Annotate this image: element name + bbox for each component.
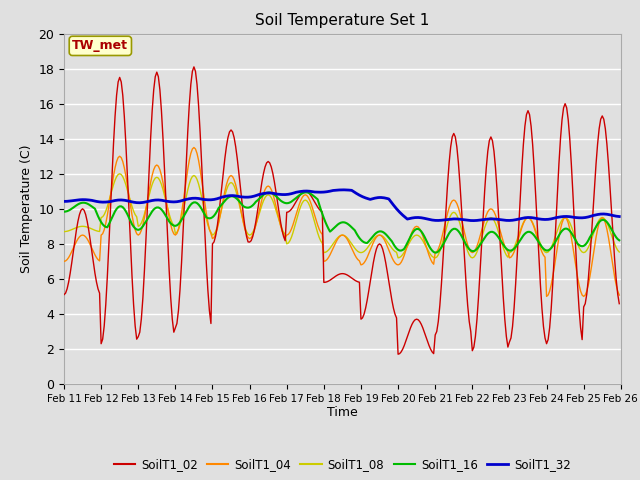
SoilT1_02	[227, 127, 235, 133]
SoilT1_04	[190, 144, 198, 150]
SoilT1_04	[616, 292, 623, 298]
SoilT1_32	[339, 187, 346, 193]
SoilT1_04	[227, 173, 235, 179]
SoilT1_32	[588, 213, 595, 219]
Line: SoilT1_04: SoilT1_04	[64, 147, 620, 296]
SoilT1_04	[246, 236, 253, 241]
Y-axis label: Soil Temperature (C): Soil Temperature (C)	[20, 144, 33, 273]
SoilT1_16	[226, 194, 234, 200]
SoilT1_32	[253, 192, 261, 198]
SoilT1_02	[394, 351, 402, 357]
SoilT1_16	[431, 250, 439, 255]
SoilT1_08	[130, 208, 138, 214]
Line: SoilT1_32: SoilT1_32	[64, 190, 620, 221]
SoilT1_04	[305, 194, 312, 200]
SoilT1_16	[301, 190, 309, 195]
SoilT1_08	[227, 180, 235, 185]
SoilT1_04	[128, 213, 136, 218]
SoilT1_16	[253, 198, 261, 204]
SoilT1_08	[60, 228, 68, 234]
Line: SoilT1_08: SoilT1_08	[64, 174, 620, 258]
SoilT1_02	[128, 274, 136, 280]
SoilT1_32	[303, 188, 310, 194]
Line: SoilT1_02: SoilT1_02	[64, 67, 620, 354]
SoilT1_08	[616, 249, 623, 255]
SoilT1_04	[543, 293, 550, 300]
Line: SoilT1_16: SoilT1_16	[64, 192, 620, 252]
Text: TW_met: TW_met	[72, 39, 129, 52]
SoilT1_16	[60, 209, 68, 215]
Legend: SoilT1_02, SoilT1_04, SoilT1_08, SoilT1_16, SoilT1_32: SoilT1_02, SoilT1_04, SoilT1_08, SoilT1_…	[109, 454, 576, 476]
Title: Soil Temperature Set 1: Soil Temperature Set 1	[255, 13, 429, 28]
SoilT1_02	[305, 190, 312, 195]
SoilT1_08	[394, 255, 402, 261]
SoilT1_04	[60, 258, 68, 264]
SoilT1_04	[588, 264, 595, 270]
SoilT1_16	[244, 205, 252, 211]
SoilT1_32	[60, 199, 68, 204]
SoilT1_02	[190, 64, 198, 70]
SoilT1_02	[616, 301, 623, 307]
SoilT1_02	[246, 239, 253, 245]
SoilT1_02	[60, 292, 68, 298]
SoilT1_04	[255, 209, 263, 215]
SoilT1_32	[244, 194, 252, 200]
SoilT1_16	[128, 221, 136, 227]
SoilT1_08	[588, 237, 595, 242]
SoilT1_08	[116, 171, 124, 177]
SoilT1_32	[616, 214, 623, 219]
SoilT1_08	[305, 200, 312, 206]
X-axis label: Time: Time	[327, 407, 358, 420]
SoilT1_32	[226, 193, 234, 199]
SoilT1_02	[588, 233, 595, 239]
SoilT1_08	[255, 212, 263, 218]
SoilT1_02	[255, 199, 263, 204]
SoilT1_08	[246, 232, 253, 238]
SoilT1_32	[468, 218, 476, 224]
SoilT1_32	[128, 199, 136, 205]
SoilT1_16	[305, 190, 312, 195]
SoilT1_16	[616, 238, 623, 243]
SoilT1_16	[588, 232, 595, 238]
